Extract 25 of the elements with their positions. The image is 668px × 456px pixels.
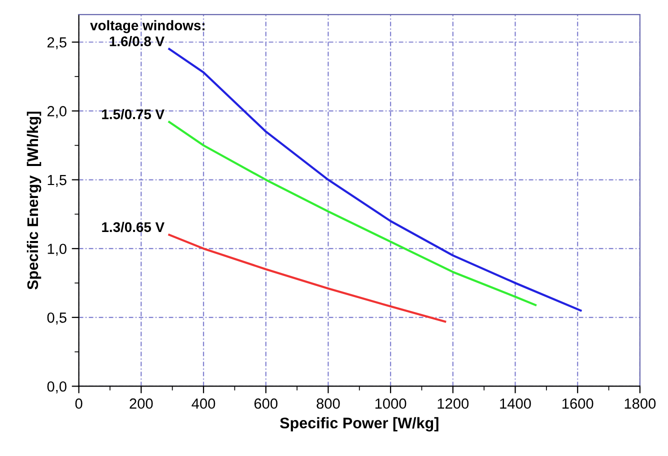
series-label: 1.5/0.75 V xyxy=(102,109,164,120)
series-label: 1.6/0.8 V xyxy=(110,36,164,46)
y-tick-label: 2,5 xyxy=(47,37,66,50)
y-tick-label: 1,0 xyxy=(48,244,66,256)
x-tick-label: 0 xyxy=(75,398,82,409)
x-tick-label: 800 xyxy=(316,398,340,409)
x-tick-label: 600 xyxy=(254,398,278,409)
y-tick-label: 0,5 xyxy=(47,312,66,325)
y-tick-label: 1,5 xyxy=(48,175,66,187)
x-tick-label: 1600 xyxy=(562,398,594,409)
x-tick-label: 400 xyxy=(192,398,216,409)
series-label: 1.3/0.65 V xyxy=(102,222,164,232)
x-tick-label: 200 xyxy=(130,398,153,409)
y-axis-title: Specific Energy [Wh/kg] xyxy=(26,112,42,290)
x-tick-label: 1000 xyxy=(375,398,406,409)
legend-title: voltage windows: xyxy=(90,20,204,34)
line-series xyxy=(168,48,582,312)
x-axis-title: Specific Power [W/kg] xyxy=(280,417,438,432)
y-tick-label: 2,0 xyxy=(47,106,66,118)
x-tick-label: 1200 xyxy=(438,398,469,409)
line-series xyxy=(168,120,537,306)
y-tick-label: 0,0 xyxy=(47,381,66,394)
x-tick-label: 1800 xyxy=(624,398,656,409)
x-tick-label: 1400 xyxy=(500,398,531,409)
line-series xyxy=(168,234,446,323)
